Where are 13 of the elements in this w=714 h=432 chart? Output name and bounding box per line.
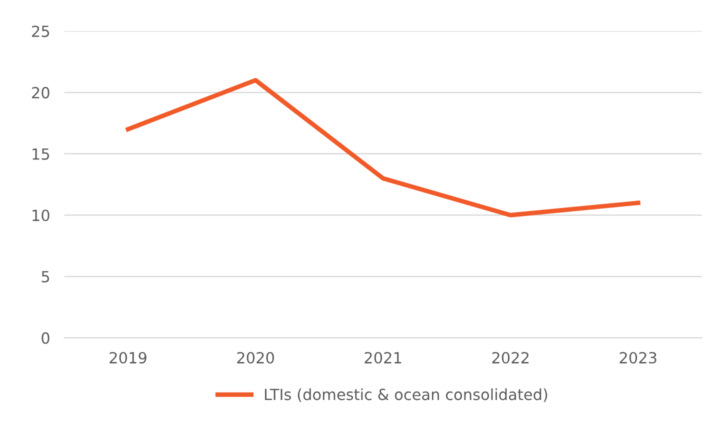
x-tick-label: 2020 (237, 352, 274, 364)
legend-label: LTIs (domestic & ocean consolidated) (264, 388, 548, 402)
y-tick-label: 0 (42, 332, 50, 344)
y-tick-label: 15 (32, 148, 50, 160)
y-tick-label: 20 (32, 86, 50, 98)
y-tick-label: 10 (32, 210, 50, 222)
line-series (126, 78, 640, 218)
x-tick-label: 2023 (620, 352, 656, 364)
x-tick-label: 2021 (364, 352, 402, 364)
y-tick-label: 5 (42, 271, 50, 282)
x-tick-label: 2022 (492, 352, 528, 364)
y-tick-label: 25 (32, 26, 50, 38)
x-tick-label: 2019 (110, 352, 146, 364)
